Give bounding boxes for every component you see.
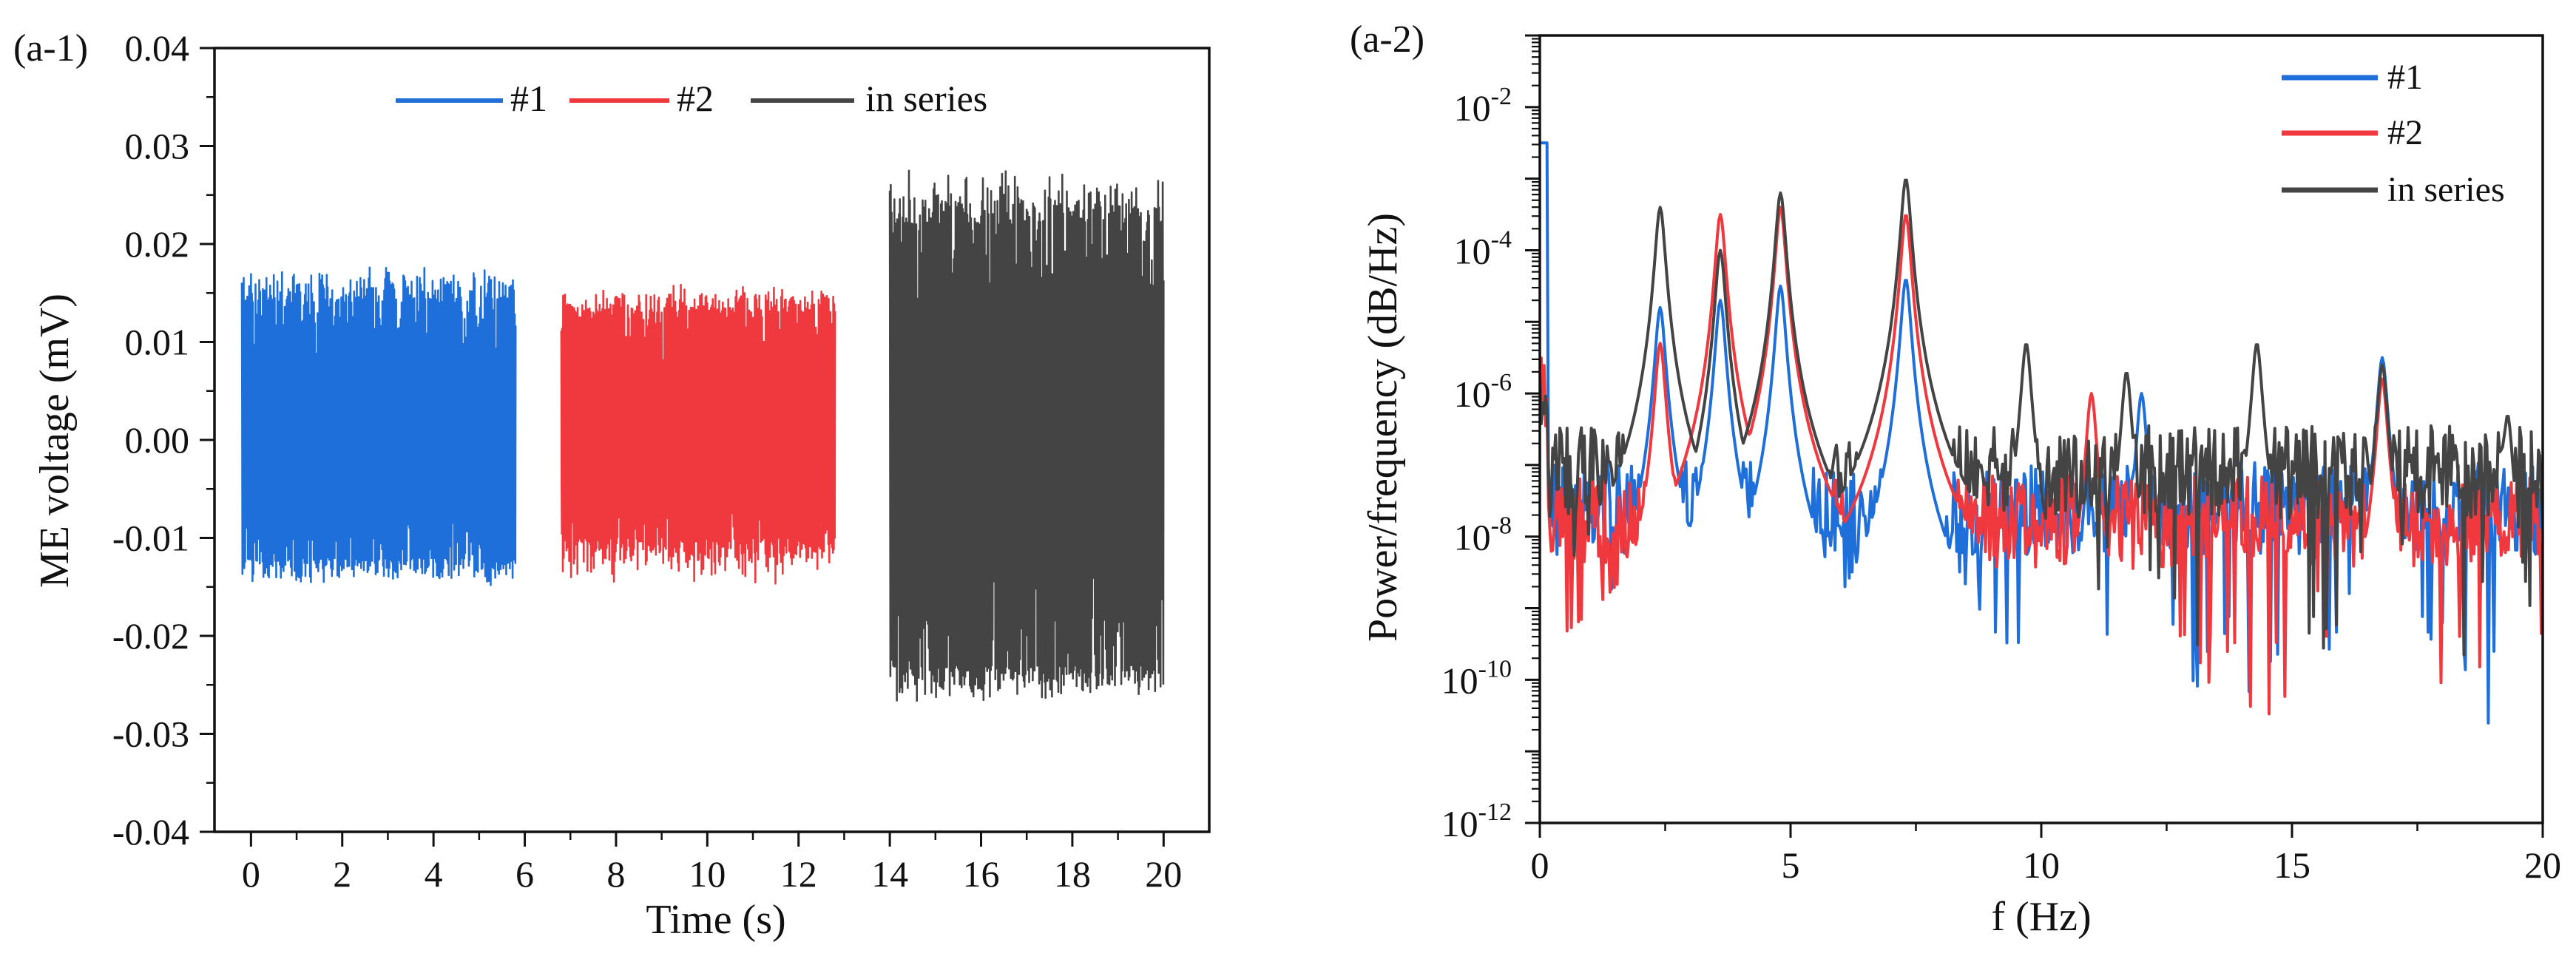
legend-a1-label-3: in series	[865, 78, 987, 119]
a1-xtick-label-2: 4	[425, 853, 443, 895]
panel-a2: (a-2) 0 5 10 15 20 10-12 10-10 10-8 10-6 10-4 10-2…	[1350, 18, 2561, 940]
panel-a2-ylabel: Power/frequency (dB/Hz)	[1360, 213, 1406, 642]
a1-xtick-label-9: 18	[1054, 853, 1091, 895]
a1-ytick-label-0: -0.04	[112, 811, 189, 853]
a1-ytick-label-2: -0.02	[112, 615, 189, 657]
panel-a1-legend: #1 #2 in series	[396, 78, 987, 119]
a2-ytick-label-2: 10-8	[1454, 512, 1512, 558]
panel-a2-xlabel: f (Hz)	[1991, 894, 2091, 940]
panel-a1: (a-1) 0 2 4 6 8 10 12 14 16 18 20 -0.04 -0.03 -0.02 -0…	[13, 27, 1211, 943]
a1-ytick-label-7: 0.03	[125, 126, 190, 167]
a2-ytick-label-1: 10-10	[1441, 655, 1512, 701]
a1-ytick-label-1: -0.03	[112, 714, 189, 755]
a1-ytick-label-6: 0.02	[125, 223, 190, 265]
a1-ytick-label-3: -0.01	[112, 518, 189, 559]
a2-ytick-label-4: 10-4	[1454, 226, 1512, 271]
a1-series-1	[240, 266, 517, 586]
panel-a2-frame	[1538, 34, 2544, 824]
a1-xtick-label-3: 6	[515, 853, 534, 895]
a1-xtick-label-8: 16	[963, 853, 1000, 895]
panel-a1-series	[240, 169, 1165, 702]
legend-a2-label-1: #1	[2387, 58, 2423, 97]
a2-series-2	[1540, 206, 2543, 716]
a2-xtick-label-0: 0	[1531, 844, 1549, 886]
a1-series-2	[560, 283, 836, 585]
a2-xtick-label-4: 20	[2524, 844, 2561, 886]
panel-a1-xlabel: Time (s)	[646, 897, 785, 943]
a1-xtick-label-6: 12	[780, 853, 817, 895]
panel-a1-ticks: 0 2 4 6 8 10 12 14 16 18 20 -0.04 -0.03 -0.02 -0.01 0.0…	[112, 27, 1182, 895]
a1-series-3	[888, 169, 1165, 702]
legend-a1-label-2: #2	[677, 78, 714, 119]
a2-ytick-label-0: 10-12	[1441, 799, 1512, 844]
legend-a2-label-3: in series	[2387, 170, 2505, 209]
a2-series-3	[1540, 178, 2543, 657]
a1-xtick-label-4: 8	[606, 853, 625, 895]
a2-ytick-label-3: 10-6	[1454, 369, 1512, 415]
a1-xtick-label-5: 10	[689, 853, 726, 895]
panel-a1-ylabel: ME voltage (mV)	[32, 294, 78, 588]
legend-a2-label-2: #2	[2387, 113, 2423, 152]
a1-ytick-label-8: 0.04	[125, 27, 190, 69]
a1-xtick-label-1: 2	[333, 853, 351, 895]
panel-a2-ticks: 0 5 10 15 20 10-12 10-10 10-8 10-6 10-4 10-2	[1441, 34, 2561, 886]
panel-a2-label: (a-2)	[1350, 18, 1424, 61]
panel-a1-frame	[213, 47, 1211, 833]
panel-a1-label: (a-1)	[13, 27, 88, 70]
a2-ytick-label-5: 10-2	[1454, 83, 1512, 129]
a2-xtick-label-2: 10	[2023, 844, 2060, 886]
a1-xtick-label-7: 14	[871, 853, 908, 895]
legend-a1-label-1: #1	[510, 78, 547, 119]
a1-ytick-label-4: 0.00	[125, 419, 190, 461]
panel-a2-legend: #1 #2 in series	[2282, 58, 2505, 209]
a2-xtick-label-3: 15	[2274, 844, 2310, 886]
panel-a2-series	[1540, 141, 2543, 725]
a1-xtick-label-0: 0	[242, 853, 260, 895]
a1-ytick-label-5: 0.01	[125, 322, 190, 363]
a2-xtick-label-1: 5	[1782, 844, 1800, 886]
a1-xtick-label-10: 20	[1145, 853, 1182, 895]
